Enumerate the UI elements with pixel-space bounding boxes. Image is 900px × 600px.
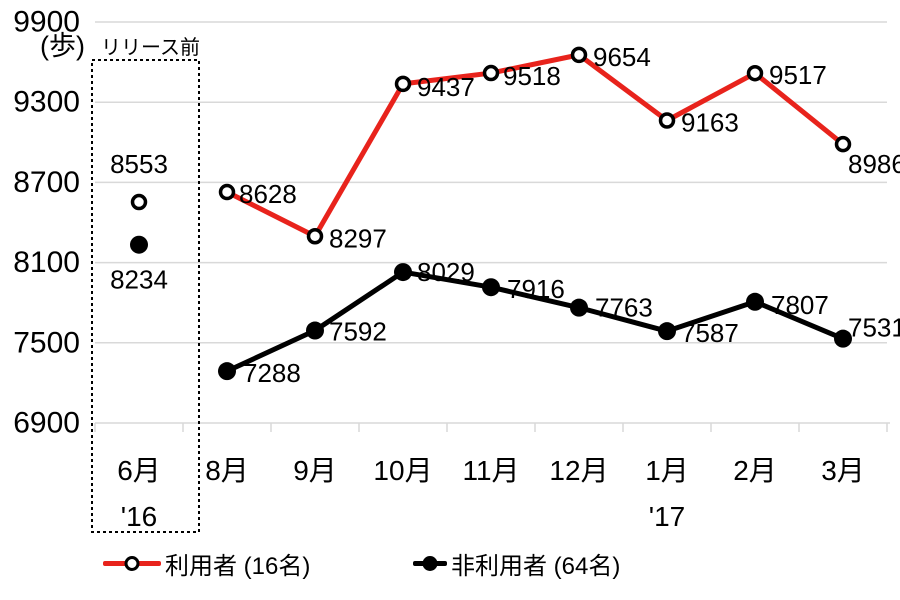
open-circle-icon bbox=[124, 555, 140, 571]
data-label: 8628 bbox=[239, 179, 297, 209]
legend-label-users: 利用者 (16名) bbox=[165, 552, 311, 580]
y-axis-label: 8100 bbox=[13, 246, 80, 279]
data-point-open-circle bbox=[482, 64, 500, 82]
x-axis-year-label: '17 bbox=[649, 501, 686, 532]
data-point-open-circle bbox=[834, 135, 852, 153]
data-point-filled-circle bbox=[306, 321, 324, 340]
data-point-open-circle bbox=[218, 183, 236, 201]
legend-label-nonusers: 非利用者 (64名) bbox=[451, 552, 621, 580]
data-label: 9163 bbox=[681, 108, 739, 138]
data-point-open-circle bbox=[130, 193, 148, 211]
y-axis-label: 7500 bbox=[13, 326, 80, 359]
x-axis-label: 10月 bbox=[373, 455, 432, 486]
data-label: 8553 bbox=[110, 149, 168, 179]
data-point-open-circle bbox=[394, 75, 412, 93]
legend-item-users: 利用者 (16名) bbox=[103, 547, 311, 580]
y-axis-label: 8700 bbox=[13, 166, 80, 199]
data-point-filled-circle bbox=[218, 362, 236, 381]
x-axis-label: 2月 bbox=[733, 455, 777, 486]
data-label: 7288 bbox=[243, 358, 301, 388]
x-axis-label: 8月 bbox=[205, 455, 249, 486]
x-axis-label: 12月 bbox=[549, 455, 608, 486]
data-point-filled-circle bbox=[746, 292, 764, 311]
data-point-open-circle bbox=[570, 46, 588, 64]
data-label: 7592 bbox=[329, 317, 387, 347]
y-axis-label: 6900 bbox=[13, 407, 80, 440]
data-point-open-circle bbox=[306, 228, 324, 245]
pre-release-box bbox=[91, 59, 200, 533]
data-label: 7807 bbox=[771, 290, 829, 320]
data-point-filled-circle bbox=[658, 322, 676, 341]
open-circle-legend-marker-icon bbox=[103, 555, 161, 572]
data-point-filled-circle bbox=[394, 263, 412, 282]
filled-circle-icon bbox=[422, 555, 438, 571]
data-point-filled-circle bbox=[570, 298, 588, 317]
data-label: 7587 bbox=[681, 318, 739, 348]
series-line-users bbox=[224, 52, 846, 239]
y-axis-unit-label: (歩) bbox=[40, 31, 85, 61]
data-label: 9654 bbox=[593, 42, 651, 72]
data-label: 9437 bbox=[417, 72, 475, 102]
data-label: 8234 bbox=[110, 265, 168, 295]
x-axis-label: 3月 bbox=[821, 455, 865, 486]
data-point-open-circle bbox=[658, 112, 676, 129]
legend-item-nonusers: 非利用者 (64名) bbox=[413, 547, 621, 580]
data-point-open-circle bbox=[746, 64, 764, 82]
data-label: 8029 bbox=[417, 257, 475, 287]
x-axis-label: 11月 bbox=[462, 455, 519, 486]
data-label: 7531 bbox=[848, 313, 900, 343]
y-axis-label: 9900 bbox=[13, 6, 80, 39]
pre-release-label: リリース前 bbox=[101, 36, 200, 59]
series-line-nonusers bbox=[224, 269, 846, 374]
data-point-filled-circle bbox=[130, 235, 148, 254]
filled-circle-legend-marker-icon bbox=[413, 555, 447, 572]
data-label: 9518 bbox=[503, 61, 561, 91]
y-axis-label: 9300 bbox=[13, 86, 80, 119]
data-label: 8986 bbox=[848, 149, 900, 179]
data-label: 8297 bbox=[329, 223, 387, 253]
x-axis-year-label: '16 bbox=[121, 501, 158, 532]
data-label: 7763 bbox=[595, 293, 653, 323]
data-label: 7916 bbox=[507, 274, 565, 304]
x-axis-label: 9月 bbox=[293, 455, 337, 486]
data-point-filled-circle bbox=[834, 329, 852, 348]
x-axis-label: 1月 bbox=[645, 455, 689, 486]
data-label: 9517 bbox=[769, 60, 827, 90]
legend: 利用者 (16名) 非利用者 (64名) bbox=[0, 547, 900, 583]
data-point-filled-circle bbox=[482, 278, 500, 297]
x-axis-label: 6月 bbox=[117, 455, 161, 486]
